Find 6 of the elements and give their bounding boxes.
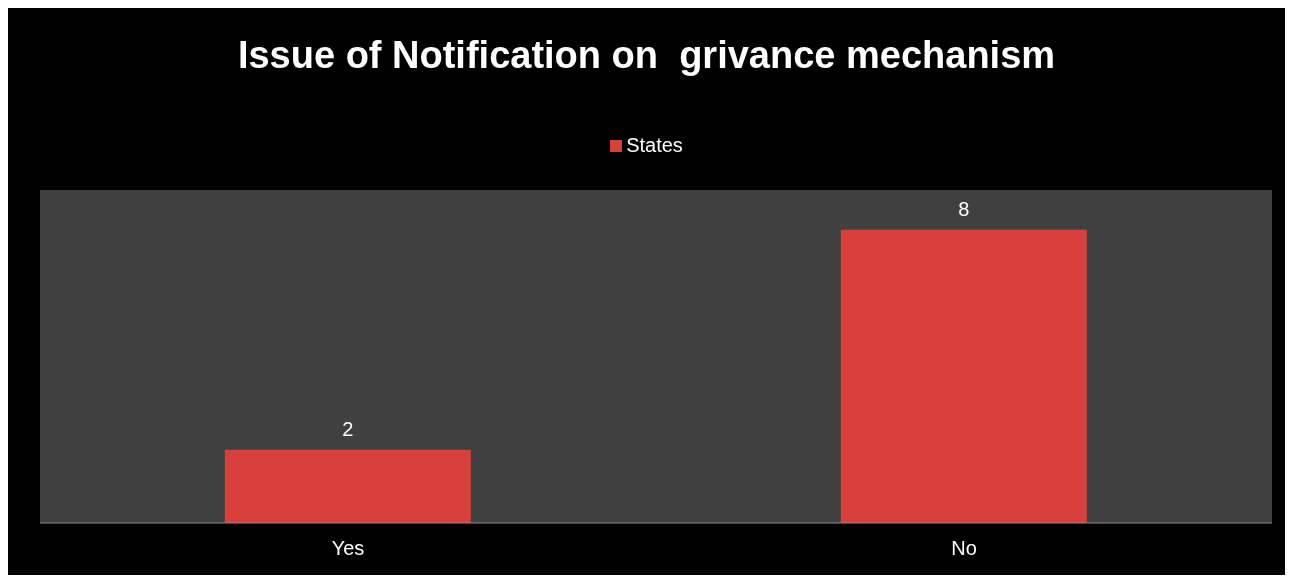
- data-label: 2: [342, 417, 354, 440]
- x-tick-label: Yes: [331, 537, 365, 560]
- chart-title: Issue of Notification on grivance mechanism: [236, 34, 1057, 77]
- data-label: 8: [958, 197, 970, 220]
- x-tick-label: No: [951, 537, 977, 560]
- legend-label: States: [626, 134, 683, 157]
